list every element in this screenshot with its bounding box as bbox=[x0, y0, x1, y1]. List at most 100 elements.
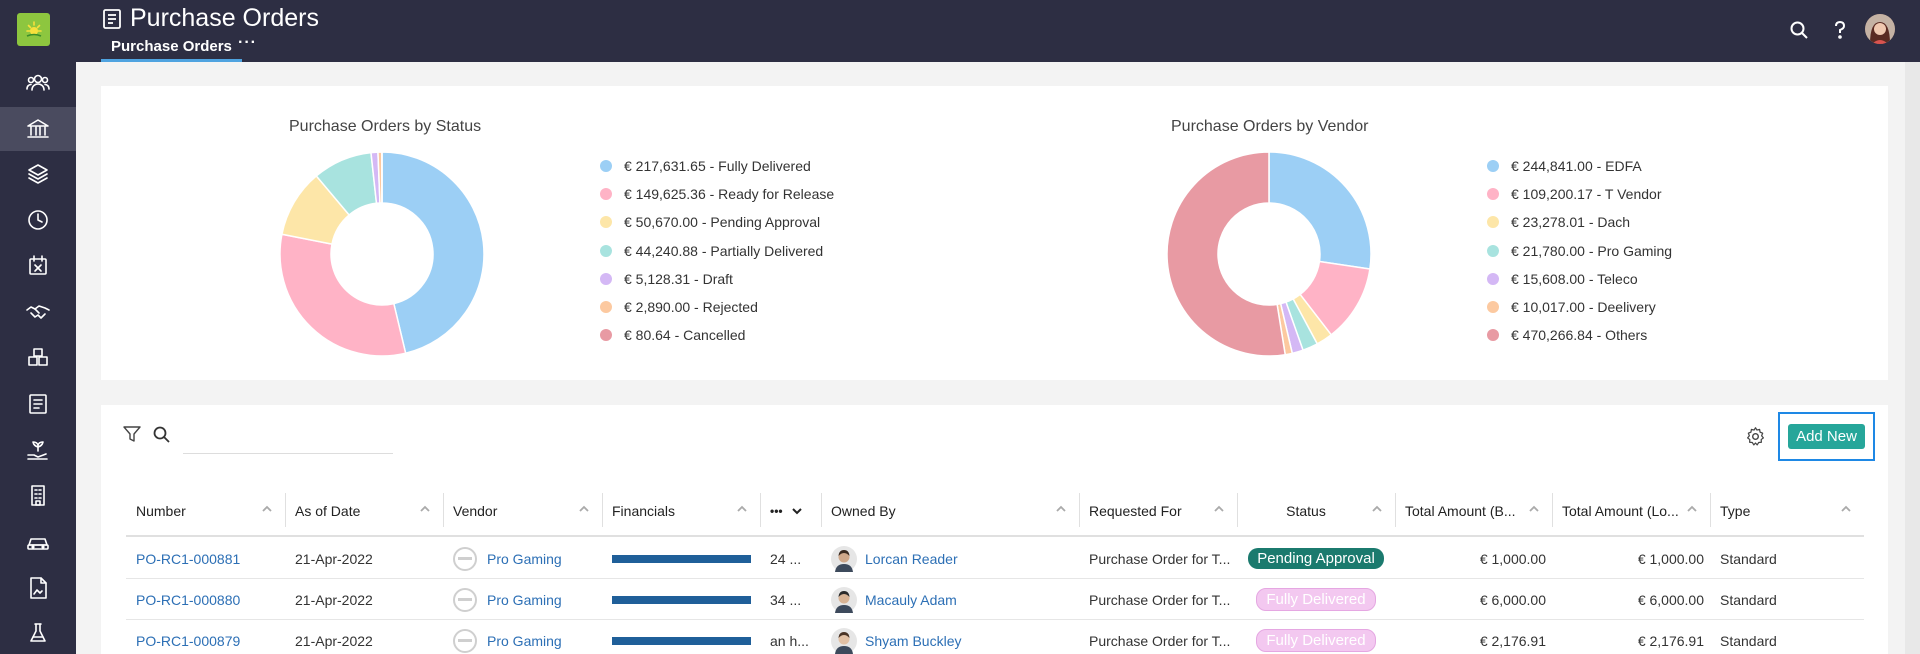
table-row[interactable]: PO-RC1-000880 21-Apr-2022 Pro Gaming 34 ...… bbox=[126, 579, 1864, 620]
user-avatar[interactable] bbox=[1865, 14, 1895, 44]
column-header-status[interactable]: Status bbox=[1237, 485, 1395, 537]
sidebar-item-history[interactable] bbox=[0, 198, 76, 242]
search-button[interactable] bbox=[1787, 18, 1811, 42]
sort-arrow-icon[interactable] bbox=[261, 504, 273, 514]
sidebar-item-layers[interactable] bbox=[0, 152, 76, 196]
column-divider[interactable] bbox=[1079, 493, 1080, 527]
sidebar-item-vehicles[interactable] bbox=[0, 520, 76, 564]
status-legend-item[interactable]: € 80.64 - Cancelled bbox=[600, 321, 834, 349]
sort-arrow-icon[interactable] bbox=[1213, 504, 1225, 514]
sidebar-item-growth[interactable] bbox=[0, 428, 76, 472]
vendor-link[interactable]: Pro Gaming bbox=[487, 550, 562, 567]
vendor-slice-6[interactable] bbox=[1167, 152, 1287, 356]
vendor-legend-item[interactable]: € 244,841.00 - EDFA bbox=[1487, 152, 1672, 180]
sort-arrow-icon[interactable] bbox=[578, 504, 590, 514]
vendor-legend-item[interactable]: € 10,017.00 - Deelivery bbox=[1487, 293, 1672, 321]
owner-link[interactable]: Shyam Buckley bbox=[865, 632, 962, 649]
sort-arrow-icon[interactable] bbox=[1055, 504, 1067, 514]
sort-arrow-icon[interactable] bbox=[736, 504, 748, 514]
status-legend-item[interactable]: € 50,670.00 - Pending Approval bbox=[600, 208, 834, 236]
vendor-legend-item[interactable]: € 109,200.17 - T Vendor bbox=[1487, 180, 1672, 208]
vendor-legend-item[interactable]: € 15,608.00 - Teleco bbox=[1487, 265, 1672, 293]
po-number-link[interactable]: PO-RC1-000879 bbox=[136, 632, 241, 649]
tab-more-button[interactable]: ··· bbox=[238, 34, 257, 51]
table-row[interactable]: PO-RC1-000879 21-Apr-2022 Pro Gaming an h..… bbox=[126, 620, 1864, 654]
table-row[interactable]: PO-RC1-000881 21-Apr-2022 Pro Gaming 24 ...… bbox=[126, 538, 1864, 579]
cell-vendor[interactable]: Pro Gaming bbox=[453, 620, 596, 654]
vendor-legend-item[interactable]: € 470,266.84 - Others bbox=[1487, 321, 1672, 349]
sidebar-item-lab[interactable] bbox=[0, 612, 76, 654]
column-divider[interactable] bbox=[1710, 493, 1711, 527]
page-title: Purchase Orders bbox=[102, 4, 319, 33]
sort-arrow-icon[interactable] bbox=[1686, 504, 1698, 514]
column-header-vendor[interactable]: Vendor bbox=[443, 485, 602, 537]
financials-bar bbox=[612, 595, 751, 604]
help-button[interactable] bbox=[1828, 18, 1852, 42]
column-header-label: Total Amount (Lo... bbox=[1562, 503, 1679, 519]
column-header-total-amount-base[interactable]: Total Amount (B... bbox=[1395, 485, 1552, 537]
filter-icon[interactable] bbox=[123, 425, 141, 443]
sidebar-item-calendar[interactable] bbox=[0, 244, 76, 288]
column-header-more[interactable]: ••• bbox=[760, 485, 821, 537]
column-header-as-of-date[interactable]: As of Date bbox=[285, 485, 443, 537]
cell-owned-by[interactable]: Shyam Buckley bbox=[831, 620, 1073, 654]
vendor-legend-item[interactable]: € 23,278.01 - Dach bbox=[1487, 208, 1672, 236]
sort-arrow-icon[interactable] bbox=[1840, 504, 1852, 514]
status-slice-0[interactable] bbox=[381, 152, 484, 355]
sidebar-item-inventory[interactable] bbox=[0, 336, 76, 380]
column-divider[interactable] bbox=[443, 493, 444, 527]
cell-owned-by[interactable]: Lorcan Reader bbox=[831, 538, 1073, 579]
tab-purchase-orders[interactable]: Purchase Orders bbox=[101, 38, 242, 62]
status-legend-item[interactable]: € 44,240.88 - Partially Delivered bbox=[600, 237, 834, 265]
column-header-total-amount-local[interactable]: Total Amount (Lo... bbox=[1552, 485, 1710, 537]
vertical-scrollbar[interactable] bbox=[1905, 62, 1920, 654]
po-number-link[interactable]: PO-RC1-000881 bbox=[136, 550, 241, 567]
column-divider[interactable] bbox=[285, 493, 286, 527]
add-new-button[interactable]: Add New bbox=[1788, 424, 1865, 449]
settings-gear-icon[interactable] bbox=[1745, 426, 1766, 447]
column-header-number[interactable]: Number bbox=[126, 485, 285, 537]
sidebar-item-bank[interactable] bbox=[0, 107, 76, 151]
column-header-requested-for[interactable]: Requested For bbox=[1079, 485, 1237, 537]
column-header-financials[interactable]: Financials bbox=[602, 485, 760, 537]
owner-link[interactable]: Lorcan Reader bbox=[865, 550, 958, 567]
vendor-legend-item[interactable]: € 21,780.00 - Pro Gaming bbox=[1487, 237, 1672, 265]
column-divider[interactable] bbox=[1552, 493, 1553, 527]
column-divider[interactable] bbox=[1237, 493, 1238, 527]
vendor-slice-0[interactable] bbox=[1268, 152, 1371, 270]
owner-link[interactable]: Macauly Adam bbox=[865, 591, 957, 608]
column-divider[interactable] bbox=[760, 493, 761, 527]
table-search-icon[interactable] bbox=[153, 426, 170, 443]
cell-number[interactable]: PO-RC1-000881 bbox=[136, 538, 279, 579]
column-divider[interactable] bbox=[821, 493, 822, 527]
column-header-owned-by[interactable]: Owned By bbox=[821, 485, 1079, 537]
status-legend-item[interactable]: € 5,128.31 - Draft bbox=[600, 265, 834, 293]
column-divider[interactable] bbox=[602, 493, 603, 527]
table-search-input[interactable] bbox=[183, 418, 393, 454]
app-logo[interactable] bbox=[17, 13, 50, 46]
cell-vendor[interactable]: Pro Gaming bbox=[453, 538, 596, 579]
cell-vendor[interactable]: Pro Gaming bbox=[453, 579, 596, 620]
cell-owned-by[interactable]: Macauly Adam bbox=[831, 579, 1073, 620]
po-number-link[interactable]: PO-RC1-000880 bbox=[136, 591, 241, 608]
sort-arrow-icon[interactable] bbox=[1528, 504, 1540, 514]
column-divider[interactable] bbox=[1395, 493, 1396, 527]
status-legend-item[interactable]: € 149,625.36 - Ready for Release bbox=[600, 180, 834, 208]
sidebar-item-checklist[interactable] bbox=[0, 382, 76, 426]
sort-arrow-icon[interactable] bbox=[419, 504, 431, 514]
vendor-link[interactable]: Pro Gaming bbox=[487, 591, 562, 608]
vendor-legend-swatch bbox=[1487, 160, 1499, 173]
cell-number[interactable]: PO-RC1-000880 bbox=[136, 579, 279, 620]
cell-number[interactable]: PO-RC1-000879 bbox=[136, 620, 279, 654]
sidebar-item-documents[interactable] bbox=[0, 566, 76, 610]
sort-arrow-icon[interactable] bbox=[1371, 504, 1383, 514]
sidebar-item-people[interactable] bbox=[0, 61, 76, 105]
status-legend-item[interactable]: € 2,890.00 - Rejected bbox=[600, 293, 834, 321]
vendor-link[interactable]: Pro Gaming bbox=[487, 632, 562, 649]
status-legend-item[interactable]: € 217,631.65 - Fully Delivered bbox=[600, 152, 834, 180]
sidebar-item-building[interactable] bbox=[0, 474, 76, 518]
chevron-down-icon[interactable] bbox=[791, 506, 803, 516]
status-slice-1[interactable] bbox=[280, 233, 407, 356]
sidebar-item-deals[interactable] bbox=[0, 290, 76, 334]
column-header-type[interactable]: Type bbox=[1710, 485, 1864, 537]
